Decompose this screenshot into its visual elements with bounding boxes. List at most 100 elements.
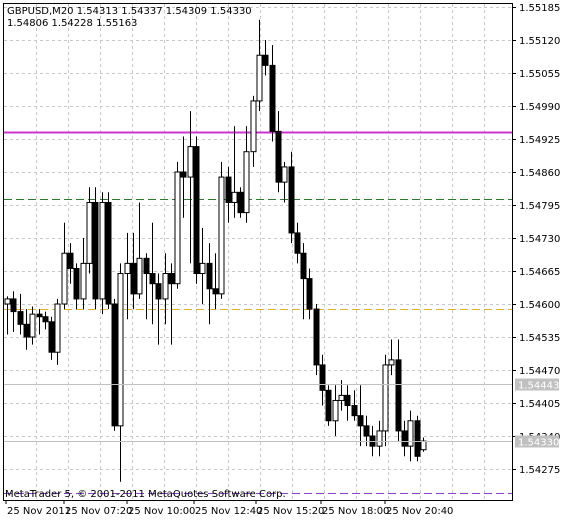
price-tick-label: 1.54535 — [519, 333, 560, 344]
candle — [162, 253, 169, 325]
candle — [36, 309, 43, 335]
candle-body — [250, 100, 257, 153]
candle — [218, 161, 225, 299]
candle-body — [168, 273, 175, 285]
candle — [401, 420, 408, 457]
candle-body — [54, 303, 61, 353]
candle-body — [338, 394, 345, 401]
candle-body — [262, 54, 269, 66]
price-tick-label: 1.54470 — [519, 366, 560, 377]
candle-body — [48, 321, 55, 353]
candle — [225, 166, 232, 223]
candle — [117, 263, 124, 482]
candle-body — [288, 166, 295, 234]
candle-body — [401, 430, 408, 447]
candle-body — [225, 176, 232, 203]
price-tick-label: 1.54405 — [519, 399, 560, 410]
time-tick-label: 25 Nov 20:40 — [386, 506, 453, 517]
candle-body — [180, 171, 187, 178]
candle-body — [395, 359, 402, 432]
candle-body — [206, 262, 213, 290]
candle-body — [407, 420, 414, 447]
time-tick-label: 25 Nov 15:20 — [257, 506, 324, 517]
candle — [288, 151, 295, 244]
candle-body — [306, 278, 313, 310]
candle — [325, 385, 332, 426]
candle-body — [325, 389, 332, 422]
candle-body — [363, 425, 370, 437]
candle-body — [86, 201, 93, 264]
candle — [61, 222, 68, 310]
candle-body — [319, 364, 326, 391]
horizontal-levels — [4, 131, 512, 494]
price-label-box — [515, 378, 559, 391]
candle-body — [199, 262, 206, 275]
candle — [149, 222, 156, 325]
candle-body — [105, 201, 112, 305]
time-tick-label: 25 Nov 2011 — [7, 506, 71, 517]
price-tick-label: 1.55185 — [519, 3, 560, 14]
candle-body — [269, 64, 276, 132]
price-tick-label: 1.54275 — [519, 465, 560, 476]
candle — [80, 238, 87, 310]
price-tick-label: 1.54730 — [519, 234, 560, 245]
candle — [111, 298, 118, 431]
candle — [395, 339, 402, 442]
candle-body — [237, 191, 244, 214]
candle-body — [80, 262, 87, 300]
candle — [86, 187, 93, 274]
candle — [212, 253, 219, 310]
price-tick-label: 1.54600 — [519, 300, 560, 311]
candle-body — [136, 257, 143, 295]
price-tick-label: 1.54925 — [519, 135, 560, 146]
candle-body — [212, 288, 219, 295]
candle-body — [281, 166, 288, 183]
candle-body — [61, 252, 68, 305]
time-tick-label: 25 Nov 07:20 — [65, 506, 132, 517]
candle — [256, 19, 263, 112]
candle — [269, 45, 276, 142]
price-tick-label: 1.54990 — [519, 102, 560, 113]
price-axis: 1.55185 1.55120 1.55055 1.54990 1.54925 1.548… — [512, 3, 560, 476]
candle-series — [4, 19, 427, 482]
candle-body — [344, 394, 351, 407]
candle — [180, 136, 187, 218]
candle-body — [29, 313, 36, 338]
plot-frame — [3, 3, 513, 501]
candle-body — [357, 415, 364, 427]
candle — [67, 243, 74, 284]
candle-body — [92, 201, 99, 300]
candle-body — [187, 146, 194, 178]
chart-header-line1: GBPUSD,M20 1.54313 1.54337 1.54309 1.543… — [7, 6, 252, 17]
candle-body — [10, 298, 17, 313]
time-tick-label: 25 Nov 18:00 — [322, 506, 389, 517]
candle-body — [332, 399, 339, 422]
candle-body — [162, 273, 169, 300]
candle-body — [4, 298, 11, 305]
candle-body — [414, 420, 421, 457]
candle — [306, 268, 313, 320]
candle — [187, 111, 194, 264]
candle — [414, 415, 421, 462]
price-labels: 1.54443 1.54330 — [4, 378, 559, 449]
candle — [407, 410, 414, 462]
candle — [313, 304, 320, 376]
price-tick-label: 1.55055 — [519, 69, 560, 80]
candle — [54, 298, 61, 365]
chart-header-line2: 1.54806 1.54228 1.55163 — [7, 18, 137, 29]
candle-body — [351, 405, 358, 417]
candle — [275, 111, 282, 193]
candle — [130, 232, 137, 310]
candle-body — [294, 232, 301, 254]
copyright-text: MetaTrader 5, © 2001-2011 MetaQuotes Sof… — [5, 489, 286, 500]
candle-body — [117, 273, 124, 427]
candle — [4, 296, 11, 335]
candle-body — [143, 257, 150, 275]
grid-lines — [4, 4, 512, 500]
candle — [237, 187, 244, 218]
candle-body — [218, 176, 225, 295]
candle — [351, 390, 358, 421]
